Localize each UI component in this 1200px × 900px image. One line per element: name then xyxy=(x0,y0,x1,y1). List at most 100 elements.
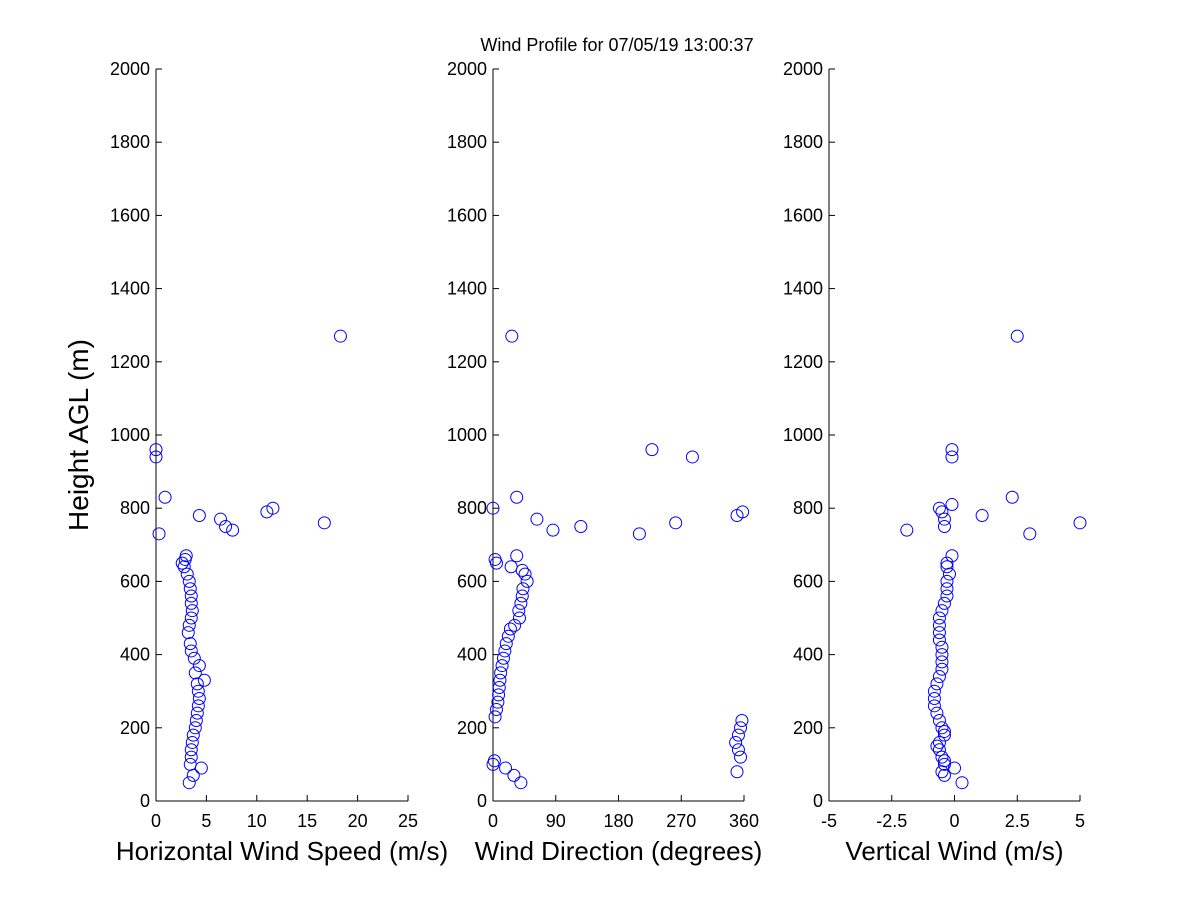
data-point xyxy=(505,329,519,343)
y-tick-label: 1600 xyxy=(447,205,487,225)
data-point xyxy=(574,520,588,533)
data-point xyxy=(900,523,914,537)
y-tick-label: 1200 xyxy=(783,352,823,372)
data-point xyxy=(729,735,743,749)
data-point xyxy=(932,501,946,515)
data-point xyxy=(955,776,969,790)
data-point xyxy=(942,567,956,581)
x-tick-label: 25 xyxy=(398,811,418,831)
data-point xyxy=(183,757,197,771)
data-point xyxy=(489,703,503,716)
y-tick-label: 400 xyxy=(457,645,487,665)
data-point xyxy=(158,490,172,504)
data-point xyxy=(317,516,331,530)
data-point xyxy=(188,721,202,735)
data-point xyxy=(512,604,526,618)
figure-title: Wind Profile for 07/05/19 13:00:37 xyxy=(480,35,753,55)
data-point xyxy=(940,589,954,603)
data-point xyxy=(515,563,529,577)
data-point xyxy=(486,501,500,515)
data-point xyxy=(932,611,946,625)
data-point xyxy=(507,768,521,782)
data-point xyxy=(180,567,194,581)
x-tick-label: -5 xyxy=(821,811,837,831)
data-point xyxy=(183,637,197,651)
y-tick-label: 800 xyxy=(120,498,150,518)
data-point xyxy=(186,728,200,742)
panel-direction: 0 200 400 600 800 1000 1200 1400 1600 1800 2000 0 90… xyxy=(447,59,762,866)
x-tick-label: 0 xyxy=(151,811,161,831)
data-point xyxy=(499,637,513,651)
data-point xyxy=(189,713,203,727)
y-tick-label: 2000 xyxy=(447,59,487,79)
data-point xyxy=(188,666,202,680)
data-point xyxy=(503,622,517,636)
y-tick-label: 600 xyxy=(120,571,150,591)
data-point xyxy=(182,574,196,588)
data-point xyxy=(935,640,949,654)
data-point xyxy=(191,684,205,698)
data-point xyxy=(945,443,959,457)
data-point xyxy=(930,677,944,691)
y-tick-label: 2000 xyxy=(783,59,823,79)
y-tick-label: 200 xyxy=(457,718,487,738)
y-tick-label: 1800 xyxy=(447,132,487,152)
data-point xyxy=(182,776,196,790)
y-tick-label: 400 xyxy=(120,645,150,665)
data-point xyxy=(937,512,951,526)
x-axis-label: Wind Direction (degrees) xyxy=(475,836,763,866)
panel-vertical: 0 200 400 600 800 1000 1200 1400 1600 1800 2000 -5 -… xyxy=(783,59,1087,866)
data-point xyxy=(935,655,949,669)
data-point xyxy=(734,721,748,735)
y-tick-label: 1000 xyxy=(110,425,150,445)
data-point xyxy=(937,596,951,610)
data-point xyxy=(937,768,951,782)
data-point xyxy=(499,761,513,775)
data-point xyxy=(495,659,509,673)
data-point xyxy=(932,743,946,757)
x-tick-label: 20 xyxy=(348,811,368,831)
y-tick-label: 1200 xyxy=(110,352,150,372)
data-point xyxy=(546,523,560,537)
data-point xyxy=(149,450,163,464)
data-point xyxy=(194,761,208,775)
y-tick-label: 200 xyxy=(120,718,150,738)
data-point xyxy=(730,765,744,779)
data-point xyxy=(935,604,949,618)
y-tick-label: 1600 xyxy=(110,205,150,225)
data-point xyxy=(645,443,659,457)
y-tick-label: 1200 xyxy=(447,352,487,372)
data-point xyxy=(940,556,954,570)
data-point xyxy=(932,633,946,647)
y-tick-label: 1400 xyxy=(447,279,487,299)
data-point xyxy=(935,648,949,662)
x-tick-label: 5 xyxy=(1075,811,1085,831)
y-tick-label: 600 xyxy=(457,571,487,591)
data-point xyxy=(192,509,206,523)
data-point xyxy=(735,713,749,727)
data-point xyxy=(491,695,505,709)
data-point xyxy=(187,651,201,665)
data-point xyxy=(736,505,750,519)
data-point xyxy=(932,670,946,684)
data-point xyxy=(530,512,544,526)
y-tick-label: 600 xyxy=(793,571,823,591)
data-point xyxy=(1010,329,1024,343)
x-tick-label: 360 xyxy=(729,811,759,831)
y-tick-label: 800 xyxy=(457,498,487,518)
x-tick-label: 270 xyxy=(666,811,696,831)
y-tick-label: 400 xyxy=(793,645,823,665)
data-point xyxy=(182,618,196,632)
data-point xyxy=(514,596,528,610)
y-tick-label: 0 xyxy=(813,791,823,811)
data-point xyxy=(488,552,502,566)
data-point xyxy=(508,618,522,632)
data-point xyxy=(937,724,951,738)
data-point xyxy=(510,490,524,504)
data-point xyxy=(1073,516,1087,530)
y-tick-label: 1600 xyxy=(783,205,823,225)
x-tick-label: 10 xyxy=(247,811,267,831)
data-point xyxy=(734,750,748,764)
data-point xyxy=(504,560,518,574)
y-tick-label: 1400 xyxy=(110,279,150,299)
